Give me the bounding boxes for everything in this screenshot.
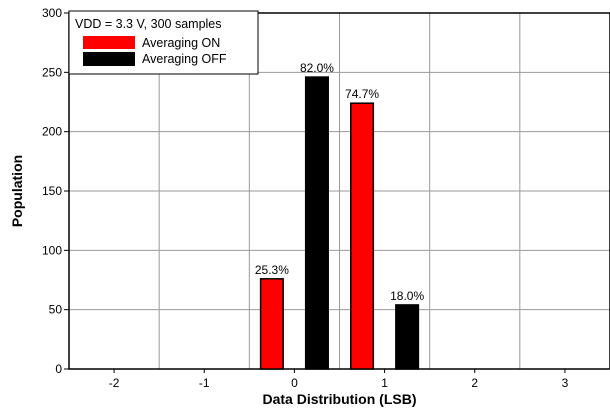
legend-label-averaging-on: Averaging ON: [142, 36, 220, 50]
x-tick-label: 0: [291, 376, 298, 390]
legend-label-averaging-off: Averaging OFF: [142, 52, 227, 66]
legend-title: VDD = 3.3 V, 300 samples: [75, 17, 222, 31]
y-tick-label: 250: [42, 65, 62, 79]
x-tick-label: 3: [562, 376, 569, 390]
x-axis-title: Data Distribution (LSB): [263, 391, 417, 407]
x-tick-label: 1: [381, 376, 388, 390]
axis-ticks: 0 50 100 150 200 250 300 -2 -1 0 1 2 3: [42, 6, 569, 390]
y-axis-title: Population: [9, 155, 25, 227]
bar-averaging-off: [304, 76, 329, 370]
x-tick-label: -2: [109, 376, 120, 390]
data-labels: 25.3% 74.7% 82.0% 18.0%: [255, 61, 425, 303]
y-tick-label: 100: [42, 243, 62, 257]
bar-averaging-off: [395, 304, 420, 370]
x-tick-label: -1: [199, 376, 210, 390]
bar-averaging-on: [259, 278, 284, 370]
y-tick-label: 150: [42, 184, 62, 198]
data-label-averaging-on: 25.3%: [255, 263, 289, 277]
legend-swatch-averaging-on: [83, 36, 135, 49]
y-tick-label: 0: [55, 362, 62, 376]
data-label-averaging-off: 82.0%: [300, 61, 334, 75]
data-label-averaging-on: 74.7%: [345, 87, 379, 101]
x-tick-label: 2: [471, 376, 478, 390]
legend: VDD = 3.3 V, 300 samples Averaging ON Av…: [68, 10, 259, 75]
data-label-averaging-off: 18.0%: [390, 289, 424, 303]
y-tick-label: 200: [42, 125, 62, 139]
bars: [259, 76, 420, 370]
y-tick-label: 50: [49, 303, 63, 317]
legend-swatch-averaging-off: [83, 52, 135, 66]
y-tick-label: 300: [42, 6, 62, 20]
bar-averaging-on: [350, 102, 375, 370]
